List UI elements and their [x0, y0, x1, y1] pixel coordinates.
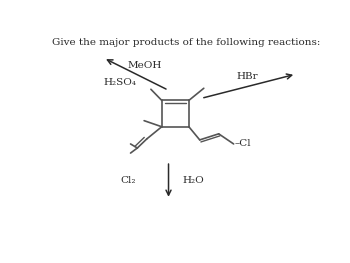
- Text: H₂O: H₂O: [182, 176, 204, 185]
- Text: –Cl: –Cl: [235, 139, 252, 148]
- Text: HBr: HBr: [236, 72, 258, 81]
- Text: Give the major products of the following reactions:: Give the major products of the following…: [52, 38, 320, 47]
- Text: H₂SO₄: H₂SO₄: [104, 78, 136, 87]
- Text: MeOH: MeOH: [128, 62, 162, 70]
- Text: Cl₂: Cl₂: [120, 176, 136, 185]
